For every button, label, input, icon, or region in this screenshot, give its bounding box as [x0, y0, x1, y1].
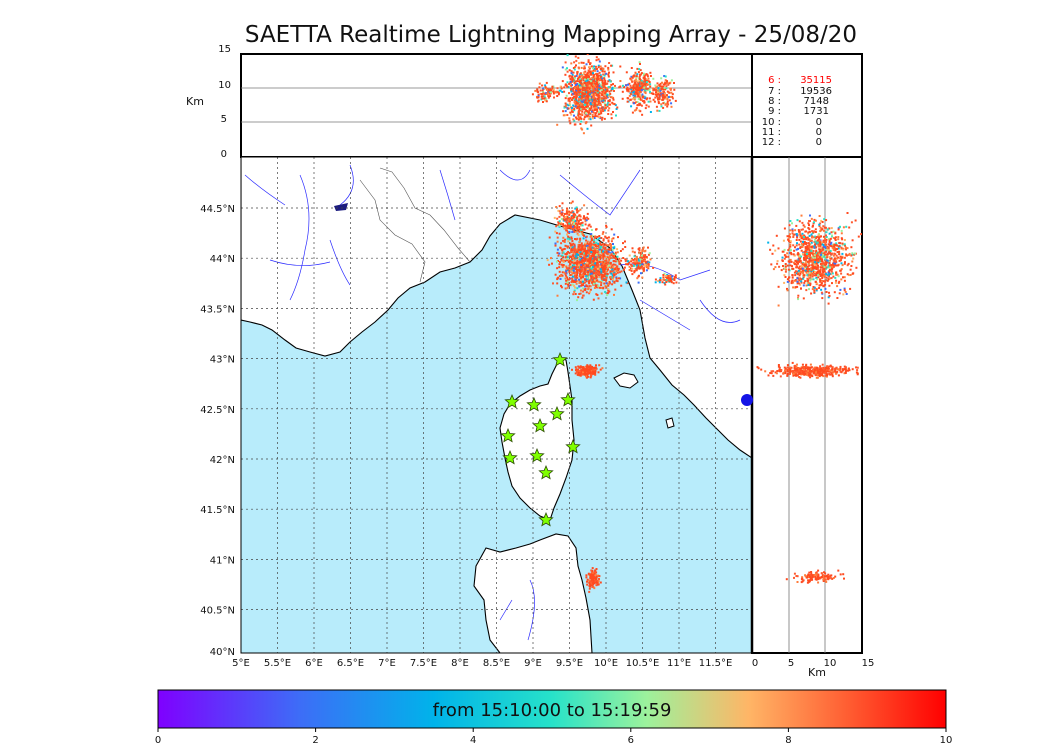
count-value-9: 1731 [804, 106, 829, 117]
side-altitude-panel [741, 156, 863, 654]
altitude-panel [240, 53, 863, 158]
lat-tick-labels: 44.5°N 44°N 43.5°N 43°N 42.5°N 42°N 41.5°N 41°N… [200, 204, 235, 658]
lon-tick: 10.5°E [626, 658, 660, 669]
station-star [538, 464, 554, 480]
lon-tick: 9°E [524, 658, 542, 669]
count-value-8: 7148 [804, 96, 829, 107]
lon-tick: 10°E [594, 658, 618, 669]
map-panel [240, 156, 753, 654]
colorbar-tick: 0 [155, 735, 161, 746]
station-star [504, 393, 520, 409]
alt-tick-10: 10 [218, 80, 231, 91]
lon-tick: 6.5°E [337, 658, 364, 669]
station-star [502, 449, 518, 465]
lon-tick: 9.5°E [556, 658, 583, 669]
lat-tick: 40.5°N [200, 606, 235, 617]
altitude-lightning-cloud [531, 54, 677, 135]
alt-tick-5: 5 [221, 114, 227, 125]
station-star [552, 351, 568, 367]
lon-tick: 7°E [378, 658, 396, 669]
colorbar [157, 689, 947, 729]
lon-tick: 8.5°E [483, 658, 510, 669]
colorbar-label: from 15:10:00 to 15:19:59 [432, 700, 672, 721]
side-tick-0: 0 [752, 658, 758, 669]
lat-tick: 41.5°N [200, 505, 235, 516]
station-star [529, 447, 545, 463]
elba-island [613, 372, 639, 389]
lon-tick: 5.5°E [264, 658, 291, 669]
count-value-11: 0 [816, 127, 822, 138]
map-title: SAETTA Realtime Lightning Mapping Array … [244, 22, 858, 48]
lon-tick: 7.5°E [410, 658, 437, 669]
station-star [560, 391, 576, 407]
count-value-12: 0 [816, 137, 822, 148]
count-label-11: 11 : [762, 127, 781, 138]
alt-unit-label: Km [186, 95, 204, 108]
side-tick-5: 5 [788, 658, 794, 669]
station-star [526, 396, 542, 412]
count-label-7: 7 : [768, 86, 781, 97]
edge-marker [741, 394, 753, 406]
station-star [549, 405, 565, 421]
corsica-landmass [499, 357, 575, 521]
station-star [565, 438, 581, 454]
colorbar-tick: 6 [628, 735, 634, 746]
lon-tick: 8°E [451, 658, 469, 669]
station-star [538, 511, 554, 527]
mainland-landmass [241, 157, 752, 459]
station-counts: 6 : 35115 7 : 19536 8 : 7148 9 : 1731 10… [762, 75, 832, 148]
count-label-8: 8 : [768, 96, 781, 107]
station-star [532, 417, 548, 433]
colorbar-ticks: 0 2 4 6 8 10 [155, 728, 953, 746]
lat-tick: 43°N [210, 355, 235, 366]
count-label-9: 9 : [768, 106, 781, 117]
lat-tick: 44°N [210, 254, 235, 265]
count-label-10: 10 : [762, 117, 781, 128]
count-label-6: 6 : [768, 75, 781, 86]
side-tick-10: 10 [824, 658, 837, 669]
lon-tick: 5°E [232, 658, 250, 669]
lake [334, 203, 348, 211]
side-tick-15: 15 [862, 658, 875, 669]
alt-tick-0: 0 [221, 149, 227, 160]
colorbar-tick: 10 [940, 735, 953, 746]
colorbar-tick: 8 [785, 735, 791, 746]
lat-tick: 42°N [210, 455, 235, 466]
lon-tick-labels: 5°E 5.5°E 6°E 6.5°E 7°E 7.5°E 8°E 8.5°E 9°E 9.5°E… [232, 658, 732, 669]
lon-tick: 6°E [305, 658, 323, 669]
lat-tick: 41°N [210, 555, 235, 566]
country-border [359, 167, 471, 283]
small-island [665, 417, 675, 429]
colorbar-tick: 4 [470, 735, 476, 746]
count-label-12: 12 : [762, 137, 781, 148]
alt-tick-15: 15 [218, 44, 231, 55]
lat-tick: 44.5°N [200, 204, 235, 215]
lat-tick: 43.5°N [200, 304, 235, 315]
lat-tick: 42.5°N [200, 405, 235, 416]
map-lightning-cloud [546, 200, 678, 593]
lon-tick: 11.5°E [699, 658, 733, 669]
lma-stations [500, 351, 581, 527]
side-unit-label: Km [808, 666, 826, 679]
map-gridlines [241, 157, 752, 653]
side-lightning-cloud [756, 212, 862, 584]
station-star [500, 427, 516, 443]
colorbar-tick: 2 [312, 735, 318, 746]
count-value-6: 35115 [800, 75, 832, 86]
count-value-7: 19536 [800, 86, 832, 97]
count-value-10: 0 [816, 117, 822, 128]
lon-tick: 11°E [667, 658, 691, 669]
lat-tick: 40°N [210, 647, 235, 658]
